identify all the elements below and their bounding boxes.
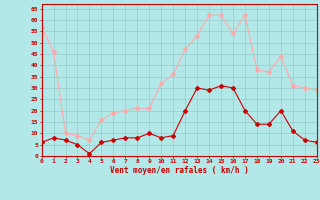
X-axis label: Vent moyen/en rafales ( km/h ): Vent moyen/en rafales ( km/h ) [110, 166, 249, 175]
